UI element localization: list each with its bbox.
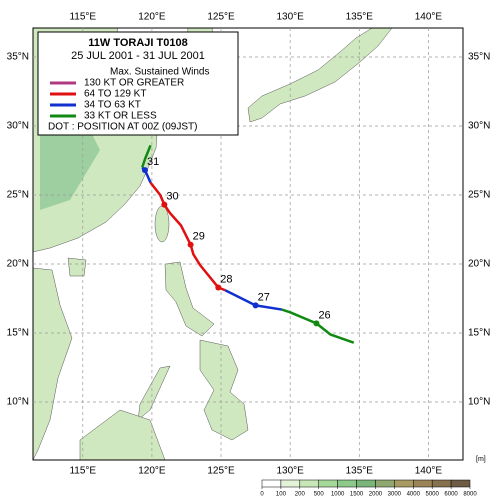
colorbar-label: 100 xyxy=(276,492,287,498)
colorbar-label: 8000 xyxy=(463,492,477,498)
legend-title: Max. Sustained Winds xyxy=(110,67,210,78)
x-tick-label: 120°E xyxy=(138,466,166,477)
date-label: 31 xyxy=(147,156,159,168)
date-label: 28 xyxy=(220,273,232,285)
hainan xyxy=(67,257,87,277)
taiwan xyxy=(154,205,170,243)
luzon xyxy=(164,261,215,337)
visayas-mindanao xyxy=(199,339,249,441)
colorbar-bin xyxy=(413,479,433,488)
x-tick-label: 140°E xyxy=(415,466,443,477)
x-tick-label: 140°E xyxy=(415,12,443,23)
land xyxy=(33,28,393,460)
colorbar-bin xyxy=(318,479,338,488)
y-tick-label: 10°N xyxy=(468,397,490,408)
colorbar-bin xyxy=(394,479,414,488)
colorbar-label: 1500 xyxy=(350,492,364,498)
title: 11W TORAJI T0108 xyxy=(88,37,187,49)
colorbar-bin xyxy=(431,479,452,488)
y-tick-label: 20°N xyxy=(468,259,490,270)
map-frame xyxy=(32,27,464,461)
japan xyxy=(247,28,393,123)
daily-position xyxy=(161,201,168,208)
legend-label: 33 KT OR LESS xyxy=(84,111,157,122)
subtitle: 25 JUL 2001 - 31 JUL 2001 xyxy=(71,50,205,62)
legend-label: 64 TO 129 KT xyxy=(84,89,146,100)
x-tick-label: 135°E xyxy=(346,466,374,477)
x-tick-label: 125°E xyxy=(207,466,235,477)
colorbar-unit: [m] xyxy=(476,456,486,463)
daily-position xyxy=(313,320,320,327)
colorbar-label: 4000 xyxy=(407,492,421,498)
indochina xyxy=(33,267,73,460)
track-segment xyxy=(141,144,152,168)
y-tick-label: 10°N xyxy=(7,397,29,408)
colorbar-bin xyxy=(299,479,319,488)
colorbar-label: 2000 xyxy=(369,492,383,498)
y-tick-label: 35°N xyxy=(468,52,490,63)
legend: 11W TORAJI T0108 25 JUL 2001 - 31 JUL 20… xyxy=(37,31,239,136)
colorbar: [m] 0 100 200 500 1000 1500 2000 3000 4000 5000 60… xyxy=(260,456,485,498)
colorbar-bin xyxy=(450,479,471,488)
y-tick-label: 30°N xyxy=(468,121,490,132)
colorbar-label: 500 xyxy=(314,492,325,498)
legend-label: 130 KT OR GREATER xyxy=(84,78,184,89)
x-tick-label: 130°E xyxy=(276,466,304,477)
date-label: 29 xyxy=(193,231,205,243)
colorbar-bin xyxy=(280,479,301,488)
y-tick-label: 25°N xyxy=(7,190,29,201)
colorbar-bin xyxy=(375,479,395,488)
daily-position xyxy=(141,167,148,174)
y-tick-label: 25°N xyxy=(468,190,490,201)
note: DOT : POSITION AT 00Z (09JST) xyxy=(48,122,197,133)
x-tick-label: 115°E xyxy=(69,12,96,23)
colorbar-label: 0 xyxy=(260,492,264,498)
x-tick-label: 125°E xyxy=(207,12,235,23)
y-tick-label: 30°N xyxy=(7,121,29,132)
date-label: 26 xyxy=(318,309,330,321)
x-tick-label: 130°E xyxy=(276,12,304,23)
colorbar-label: 5000 xyxy=(426,492,440,498)
date-label: 27 xyxy=(258,291,270,303)
palawan xyxy=(137,365,171,421)
borneo xyxy=(79,409,166,460)
y-tick-label: 15°N xyxy=(7,328,29,339)
daily-position xyxy=(252,302,259,309)
daily-position xyxy=(215,284,222,291)
legend-label: 34 TO 63 KT xyxy=(84,100,141,111)
y-tick-label: 35°N xyxy=(7,52,29,63)
daily-position xyxy=(187,241,194,248)
x-tick-label: 115°E xyxy=(69,466,96,477)
x-tick-label: 135°E xyxy=(346,12,374,23)
colorbar-label: 6000 xyxy=(444,492,458,498)
colorbar-label: 1000 xyxy=(331,492,345,498)
x-tick-label: 120°E xyxy=(138,12,166,23)
graticule: 115°E 115°E 120°E 120°E 125°E 125°E 130°E 130°E… xyxy=(7,12,491,477)
date-label: 30 xyxy=(166,191,178,203)
y-tick-label: 15°N xyxy=(468,328,490,339)
colorbar-label: 200 xyxy=(295,492,306,498)
colorbar-bin xyxy=(261,479,282,488)
track: 26 27 28 29 30 31 xyxy=(141,144,355,344)
y-tick-label: 20°N xyxy=(7,259,29,270)
colorbar-bin xyxy=(337,479,357,488)
track-segment xyxy=(149,181,226,292)
colorbar-label: 3000 xyxy=(388,492,402,498)
colorbar-bin xyxy=(356,479,376,488)
